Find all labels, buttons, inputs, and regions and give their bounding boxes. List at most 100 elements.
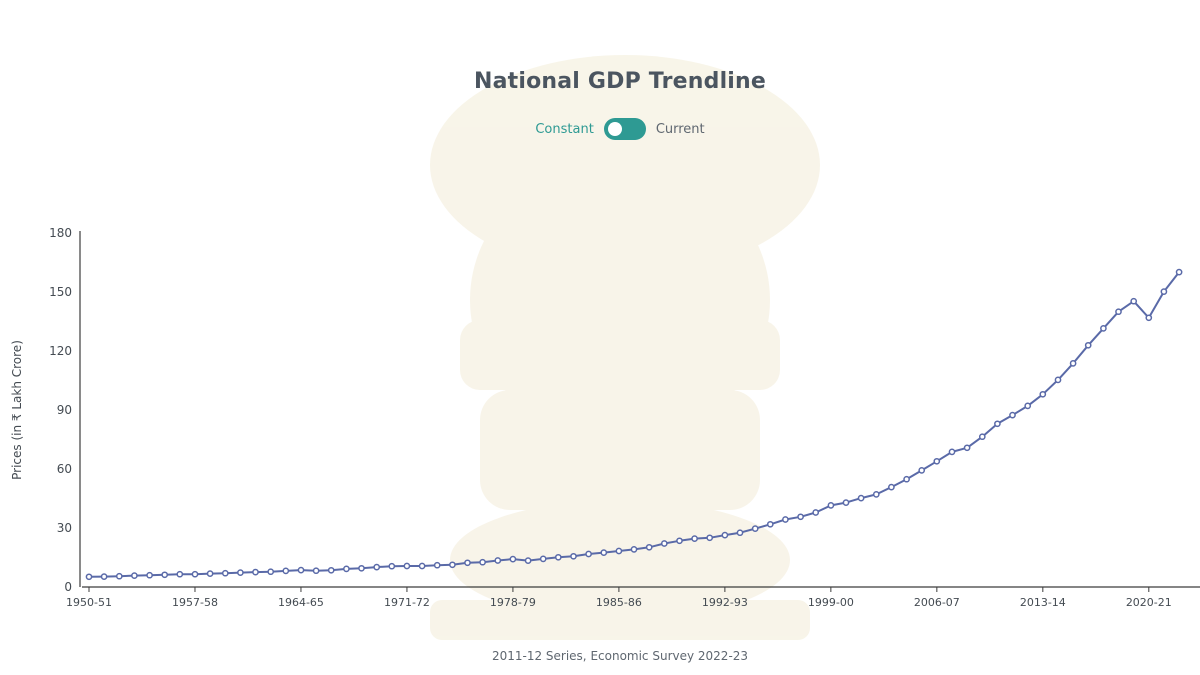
data-point[interactable] — [176, 570, 184, 578]
data-point[interactable] — [600, 549, 608, 556]
data-point[interactable] — [1084, 341, 1092, 349]
data-point[interactable] — [554, 553, 562, 561]
data-point[interactable] — [343, 565, 350, 573]
data-point[interactable] — [206, 570, 214, 577]
data-point[interactable] — [312, 567, 320, 575]
data-point[interactable] — [282, 567, 290, 575]
data-point[interactable] — [903, 475, 910, 483]
data-point[interactable] — [449, 561, 456, 569]
data-point[interactable] — [857, 494, 865, 502]
data-point[interactable] — [660, 540, 668, 547]
data-point[interactable] — [252, 568, 259, 576]
data-point[interactable] — [676, 537, 683, 545]
data-point[interactable] — [146, 571, 153, 579]
data-point[interactable] — [131, 572, 138, 579]
data-point[interactable] — [1145, 314, 1153, 322]
data-point[interactable] — [721, 531, 729, 539]
data-point[interactable] — [1024, 402, 1032, 410]
data-point[interactable] — [978, 433, 986, 441]
data-point[interactable] — [615, 547, 623, 555]
data-point[interactable] — [872, 491, 880, 498]
data-point[interactable] — [1054, 376, 1062, 384]
y-tick-label: 30 — [57, 521, 72, 535]
data-point[interactable] — [1160, 288, 1168, 295]
data-point[interactable] — [842, 499, 850, 506]
data-point[interactable] — [494, 557, 502, 564]
data-point[interactable] — [994, 420, 1001, 428]
data-point[interactable] — [1100, 325, 1107, 332]
data-point[interactable] — [751, 525, 759, 532]
data-point[interactable] — [509, 555, 517, 563]
data-point[interactable] — [418, 562, 426, 570]
data-point[interactable] — [766, 520, 774, 528]
x-tick-label: 1992-93 — [702, 596, 748, 609]
x-tick-label: 1978-79 — [490, 596, 536, 609]
data-point[interactable] — [1175, 268, 1183, 276]
data-point[interactable] — [373, 563, 381, 571]
data-point[interactable] — [963, 444, 971, 452]
data-point[interactable] — [358, 564, 365, 572]
data-point[interactable] — [221, 569, 229, 577]
data-point[interactable] — [918, 467, 926, 474]
y-tick-label: 150 — [49, 285, 72, 299]
data-point[interactable] — [388, 562, 396, 570]
data-point[interactable] — [948, 448, 956, 456]
data-point[interactable] — [237, 569, 244, 576]
data-point[interactable] — [403, 562, 411, 570]
data-point[interactable] — [115, 572, 123, 580]
y-axis-ticks: 0 30 60 90 120 150 180 — [49, 226, 72, 594]
x-tick-label: 1964-65 — [278, 596, 324, 609]
data-point[interactable] — [736, 529, 744, 537]
data-point[interactable] — [1130, 297, 1138, 305]
toggle-label-current[interactable]: Current — [655, 121, 705, 137]
x-tick-label: 2020-21 — [1126, 596, 1172, 609]
data-point[interactable] — [539, 555, 547, 563]
data-point[interactable] — [85, 573, 93, 581]
data-point[interactable] — [933, 457, 941, 465]
data-point[interactable] — [524, 557, 532, 564]
data-point[interactable] — [706, 534, 714, 542]
y-tick-label: 60 — [57, 462, 72, 476]
data-point[interactable] — [585, 550, 592, 558]
x-tick-label: 1957-58 — [172, 596, 218, 609]
data-point[interactable] — [630, 546, 638, 553]
data-point[interactable] — [827, 502, 835, 509]
y-tick-label: 180 — [49, 226, 72, 240]
chart-title: National GDP Trendline — [473, 69, 767, 94]
x-tick-label: 2006-07 — [914, 596, 960, 609]
toggle-label-constant[interactable]: Constant — [535, 121, 594, 137]
data-point[interactable] — [782, 516, 789, 523]
data-point[interactable] — [645, 543, 653, 551]
data-point[interactable] — [191, 570, 199, 578]
data-point[interactable] — [297, 566, 305, 574]
data-point[interactable] — [797, 513, 804, 521]
data-point[interactable] — [812, 509, 820, 516]
data-point[interactable] — [267, 568, 275, 576]
data-point[interactable] — [691, 535, 698, 542]
data-point[interactable] — [327, 566, 335, 574]
data-point[interactable] — [570, 552, 577, 560]
data-point[interactable] — [100, 573, 108, 580]
data-point[interactable] — [1069, 360, 1077, 367]
x-tick-label: 1971-72 — [384, 596, 430, 609]
data-point[interactable] — [479, 558, 486, 566]
data-point[interactable] — [1115, 308, 1122, 316]
source-note: 2011-12 Series, Economic Survey 2022-23 — [491, 649, 749, 663]
x-axis-ticks: 1950-51 1957-58 1964-65 1971-72 1978-79 1985-… — [66, 587, 1172, 609]
price-mode-toggle[interactable] — [603, 118, 646, 140]
data-point[interactable] — [433, 561, 441, 569]
chart-axes — [79, 231, 1200, 588]
x-tick-label: 2013-14 — [1020, 596, 1066, 609]
data-point[interactable] — [464, 559, 471, 567]
x-tick-label: 1999-00 — [808, 596, 854, 609]
data-point[interactable] — [1039, 390, 1047, 398]
data-point[interactable] — [1009, 411, 1016, 419]
x-tick-label: 1985-86 — [596, 596, 642, 609]
toggle-knob — [607, 122, 622, 136]
data-point[interactable] — [888, 483, 895, 491]
data-point[interactable] — [161, 571, 169, 579]
y-tick-label: 0 — [64, 580, 72, 594]
